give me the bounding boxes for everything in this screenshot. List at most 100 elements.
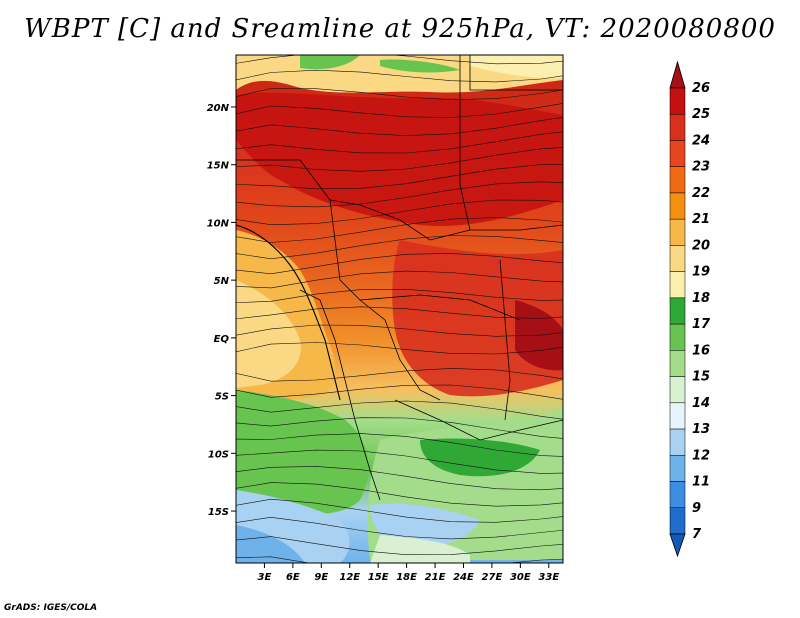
lat-tick-label: EQ (214, 334, 230, 345)
colorbar-segment (669, 428, 686, 456)
colorbar-label: 16 (692, 343, 710, 358)
border-line-3 (329, 199, 441, 401)
colorbar-top-arrow (669, 60, 686, 89)
border-line-8 (469, 55, 563, 91)
border-line-7 (499, 259, 511, 421)
north-east-pale-patch (470, 55, 563, 79)
streamline (236, 516, 563, 540)
lon-tick-label: 9E (314, 572, 328, 583)
colorbar-label: 12 (692, 448, 710, 463)
colorbar-bottom-arrow (669, 533, 686, 558)
colorbar-segment (669, 323, 686, 351)
colorbar-segment (669, 376, 686, 404)
streamline (236, 342, 563, 355)
latitude-axis: 20N 15N 10N 5N EQ 5S 10S 15S (207, 103, 236, 518)
streamline (236, 181, 563, 208)
coastline (236, 224, 341, 401)
lon-tick-label: 15E (368, 572, 389, 583)
colorbar-segment (669, 140, 686, 167)
colorbar-label: 18 (692, 291, 710, 306)
lon-tick-label: 6E (286, 572, 300, 583)
colorbar-label: 7 (692, 527, 702, 542)
colorbar-label: 14 (692, 396, 710, 411)
colorbar-label: 17 (692, 317, 711, 332)
country-borders (236, 55, 563, 501)
colorbar-segment (669, 271, 686, 299)
map-frame (235, 54, 564, 564)
streamline (236, 400, 563, 420)
colorbar-segment (669, 455, 686, 482)
colorbar-segment (669, 297, 686, 325)
colorbar-label: 25 (692, 107, 710, 122)
colorbar-label: 20 (692, 238, 710, 253)
shaded-field (236, 55, 563, 563)
colorbar-segment (669, 113, 686, 141)
streamline (236, 556, 563, 563)
colorbar-label: 9 (692, 501, 701, 516)
longitude-axis: 3E 6E 9E 12E 15E 18E 21E 24E 27E 30E 33E (258, 563, 559, 583)
colorbar-label: 22 (692, 186, 710, 201)
streamline (236, 55, 563, 65)
lat-tick-label: 10S (208, 449, 229, 460)
streamline (236, 466, 563, 491)
streamline (236, 498, 563, 523)
streamline (236, 117, 563, 136)
streamline (236, 69, 563, 83)
streamline (236, 449, 563, 474)
south-west-green (236, 390, 369, 515)
colorbar-segment (669, 507, 686, 535)
border-line-5 (299, 289, 381, 501)
lon-tick-label: 30E (510, 572, 531, 583)
lon-tick-label: 18E (396, 572, 417, 583)
border-line-6 (394, 399, 563, 441)
streamline (236, 217, 563, 243)
hot-core-north (236, 92, 563, 226)
lat-tick-label: 15N (207, 161, 230, 172)
chart-title: WBPT [C] and Sreamline at 925hPa, VT: 20… (24, 14, 776, 44)
south-east-dark-green (420, 438, 540, 477)
colorbar-label: 21 (692, 212, 710, 227)
colorbar-label: 24 (692, 133, 710, 148)
border-line-1 (236, 159, 563, 241)
lat-tick-label: 15S (208, 507, 229, 518)
colorbar-label: 11 (692, 475, 710, 490)
streamline (236, 288, 563, 303)
colorbar-segment (669, 481, 686, 509)
lat-tick-label: 10N (207, 218, 230, 229)
colorbar-segment (669, 192, 686, 220)
streamline (236, 536, 563, 556)
lon-tick-label: 33E (538, 572, 559, 583)
streamline (236, 88, 563, 101)
lat-tick-label: 5S (215, 392, 229, 403)
streamline (236, 368, 563, 382)
streamline (236, 253, 563, 275)
west-coast-pale (236, 280, 301, 388)
colorbar-segment (669, 166, 686, 194)
colorbar-segment (669, 218, 686, 246)
streamlines (236, 55, 563, 563)
lon-tick-label: 24E (453, 572, 474, 583)
streamline (236, 235, 563, 260)
streamline (236, 199, 563, 226)
colorbar: 26 25 24 23 22 21 20 19 18 17 16 15 14 13 12 11 9 7 (669, 60, 711, 558)
colorbar-segment (669, 402, 686, 430)
south-west-blue (236, 525, 305, 563)
colorbar-segment (669, 245, 686, 272)
lon-tick-label: 12E (339, 572, 360, 583)
streamline (236, 270, 563, 289)
streamline (236, 417, 563, 439)
colorbar-label: 19 (692, 265, 710, 280)
lon-tick-label: 27E (482, 572, 503, 583)
lon-tick-label: 21E (425, 572, 446, 583)
streamline (236, 306, 563, 320)
border-line-4 (359, 294, 521, 321)
lon-tick-label: 3E (258, 572, 272, 583)
lat-tick-label: 5N (214, 276, 230, 287)
streamline (236, 384, 563, 400)
north-green-patch-2 (380, 59, 460, 73)
streamline (236, 324, 563, 337)
colorbar-label: 26 (692, 81, 710, 96)
colorbar-label: 13 (692, 422, 710, 437)
streamline (236, 433, 563, 457)
